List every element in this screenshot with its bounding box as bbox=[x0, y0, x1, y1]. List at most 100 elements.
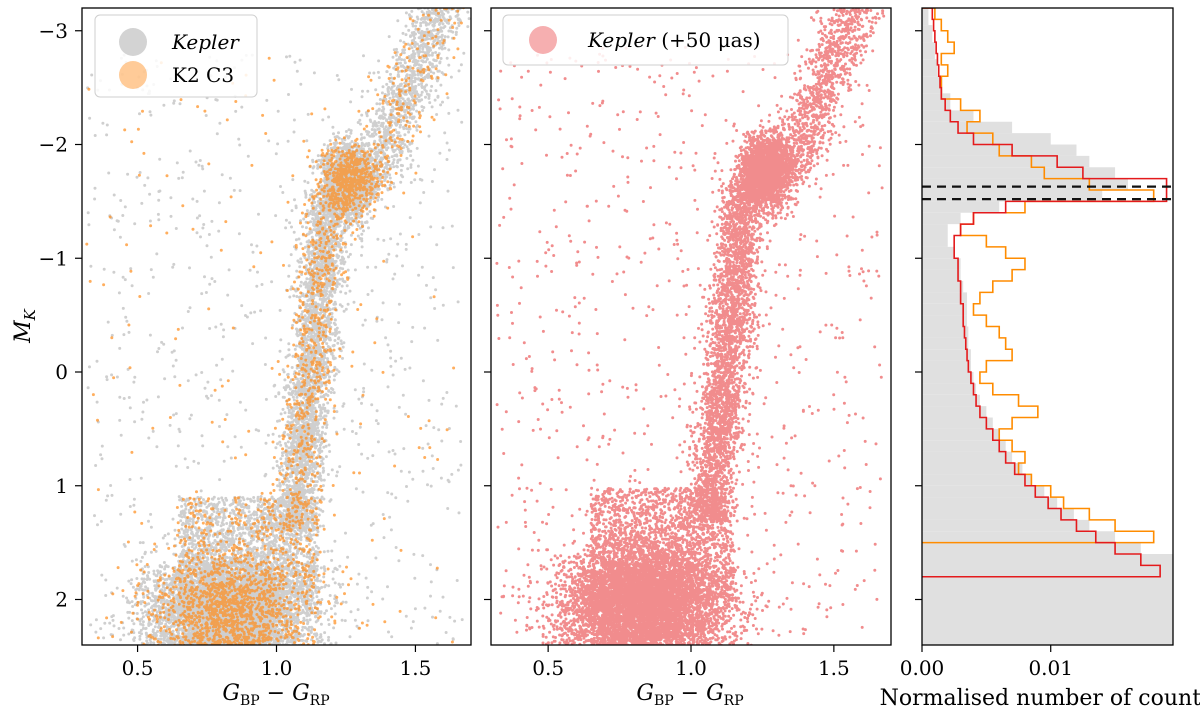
right-ticks: 0.00 0.01 bbox=[900, 30, 1073, 680]
hist-bar-kepler bbox=[922, 25, 933, 43]
right-axes-frame bbox=[921, 7, 1174, 646]
mid-xlabel-sub1: BP bbox=[654, 693, 674, 709]
mid-xlabel-sub2: RP bbox=[724, 693, 744, 709]
left-xtick-label: 1.0 bbox=[261, 656, 293, 680]
hist-bar-kepler bbox=[922, 258, 961, 270]
right-xtick-label: 0.01 bbox=[1028, 656, 1073, 680]
hist-bar-kepler bbox=[922, 428, 1000, 441]
hist-bar-kepler bbox=[922, 440, 1006, 452]
legend-label-kepler-50: Kepler (+50 μas) bbox=[587, 28, 761, 52]
hist-bar-kepler bbox=[922, 235, 948, 247]
middle-xtick-label: 1.5 bbox=[818, 656, 850, 680]
left-xtick-label: 0.5 bbox=[122, 656, 154, 680]
left-ytick-label: −2 bbox=[39, 133, 68, 157]
kepler-50-points bbox=[495, 8, 886, 645]
hist-step-kepler-50 bbox=[922, 8, 1168, 578]
middle-legend: Kepler (+50 μas) bbox=[502, 14, 789, 66]
ylabel-sub: K bbox=[21, 308, 39, 321]
middle-xtick-label: 1.0 bbox=[675, 656, 707, 680]
hist-bar-kepler bbox=[922, 383, 977, 395]
histogram-bars bbox=[922, 8, 1173, 645]
hist-bar-kepler bbox=[922, 76, 943, 94]
hist-bar-kepler bbox=[922, 269, 961, 281]
right-xlabel: Normalised number of counts bbox=[880, 686, 1200, 711]
hist-bar-kepler bbox=[922, 281, 964, 293]
panel-middle-scatter: 0.5 1.0 1.5 Kepler (+50 μas) GBP − GRP bbox=[484, 7, 892, 709]
left-xlabel-minus: − bbox=[260, 681, 292, 706]
hist-bar-kepler bbox=[922, 531, 1116, 543]
legend-label-k2c3: K2 C3 bbox=[172, 63, 234, 87]
hist-bar-kepler bbox=[922, 463, 1023, 475]
left-xlabel-main2: G bbox=[292, 681, 310, 706]
left-ytick-label: 2 bbox=[55, 588, 68, 612]
middle-legend-box bbox=[502, 14, 789, 66]
hist-bar-kepler bbox=[922, 133, 1051, 145]
hist-step-k2c3 bbox=[922, 8, 1155, 544]
hist-bar-kepler bbox=[922, 59, 938, 77]
left-ytick-label: 0 bbox=[55, 360, 68, 384]
hist-bar-kepler bbox=[922, 406, 987, 418]
hist-bar-kepler bbox=[922, 201, 1000, 213]
middle-xlabel: GBP − GRP bbox=[636, 681, 743, 709]
hist-bar-kepler bbox=[922, 155, 1090, 168]
mid-xlabel-main2: G bbox=[706, 681, 724, 706]
hist-bar-kepler bbox=[922, 110, 974, 122]
legend-marker-k2c3 bbox=[119, 61, 147, 89]
mid-xlabel-minus: − bbox=[674, 681, 706, 706]
hist-bar-kepler bbox=[922, 178, 1128, 190]
hist-bar-kepler bbox=[922, 315, 968, 327]
legend-kepler50-main: Kepler bbox=[587, 28, 656, 52]
hist-bar-kepler bbox=[922, 417, 993, 429]
right-xtick-label: 0.00 bbox=[900, 656, 945, 680]
legend-marker-kepler bbox=[119, 28, 147, 56]
hist-bar-kepler bbox=[922, 303, 968, 316]
hist-bar-kepler bbox=[922, 190, 1103, 202]
hist-bar-kepler bbox=[922, 519, 1090, 532]
hist-bar-kepler bbox=[922, 8, 929, 26]
mid-xlabel-main: G bbox=[636, 681, 654, 706]
left-ytick-label: −3 bbox=[39, 19, 68, 43]
hist-bar-kepler bbox=[922, 474, 1032, 486]
left-ylabel: MK bbox=[11, 308, 39, 344]
hist-bar-kepler bbox=[922, 360, 971, 372]
hist-bar-kepler bbox=[922, 542, 1141, 554]
k2c3-points bbox=[85, 8, 465, 645]
left-xlabel: GBP − GRP bbox=[222, 681, 329, 709]
left-ytick-label: −1 bbox=[39, 246, 68, 270]
left-ytick-label: 1 bbox=[55, 474, 68, 498]
left-xlabel-main: G bbox=[222, 681, 240, 706]
panel-right-histogram: 0.00 0.01 Normalised number of counts bbox=[880, 7, 1200, 711]
hist-bar-kepler bbox=[922, 372, 974, 384]
middle-xtick-label: 0.5 bbox=[532, 656, 564, 680]
left-xtick-label: 1.5 bbox=[400, 656, 432, 680]
hist-bar-kepler bbox=[922, 42, 935, 60]
left-xlabel-sub2: RP bbox=[310, 693, 330, 709]
hist-bar-kepler bbox=[922, 508, 1074, 520]
hist-bar-kepler bbox=[922, 394, 980, 407]
hist-bar-kepler bbox=[922, 497, 1058, 509]
kepler-points bbox=[86, 8, 471, 645]
hist-bar-kepler bbox=[922, 167, 1116, 179]
middle-scatter-points bbox=[495, 8, 886, 645]
hist-bar-kepler bbox=[922, 246, 955, 259]
hist-bar-kepler bbox=[922, 224, 948, 236]
middle-ticks: 0.5 1.0 1.5 bbox=[484, 30, 850, 680]
legend-marker-kepler-50 bbox=[529, 26, 557, 54]
legend-kepler50-suffix: (+50 μas) bbox=[655, 28, 761, 52]
hist-bar-kepler bbox=[922, 337, 969, 350]
ylabel-main: M bbox=[11, 320, 36, 344]
hist-bar-kepler bbox=[922, 349, 971, 361]
hist-bar-kepler bbox=[922, 93, 951, 111]
hist-bar-kepler bbox=[922, 212, 961, 225]
hist-bar-kepler bbox=[922, 292, 968, 304]
legend-label-kepler: Kepler bbox=[171, 30, 240, 54]
hist-bar-kepler bbox=[922, 326, 969, 338]
left-legend: Kepler K2 C3 bbox=[94, 14, 258, 98]
hist-bar-kepler bbox=[922, 554, 1173, 645]
hist-bar-kepler bbox=[922, 451, 1013, 463]
left-scatter-points bbox=[85, 8, 471, 645]
left-xlabel-sub1: BP bbox=[240, 693, 260, 709]
left-ticks: 0.5 1.0 1.5 −3 −2 −1 0 1 2 bbox=[39, 19, 432, 680]
